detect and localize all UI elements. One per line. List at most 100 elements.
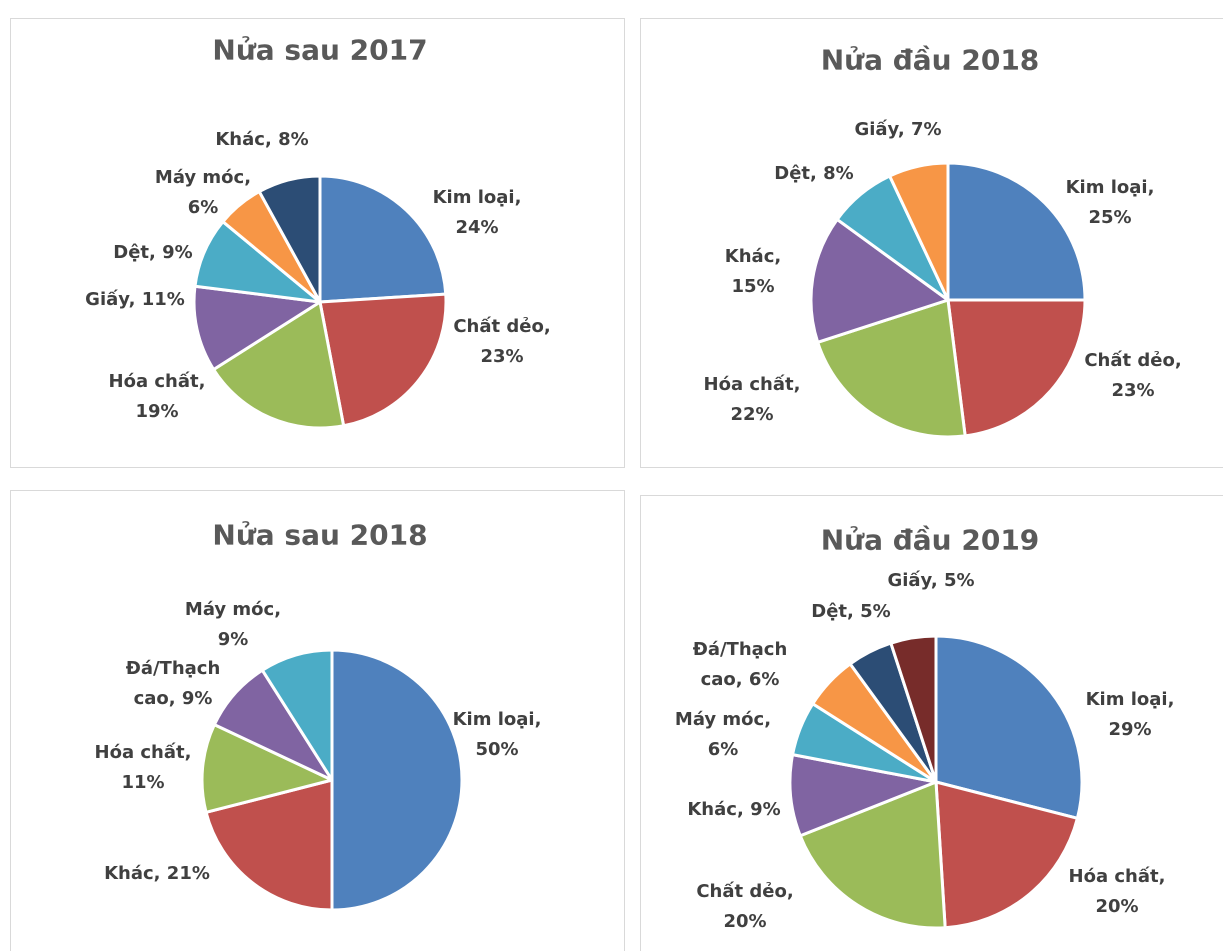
label-category: Máy móc, [154,167,252,188]
label-value: 23% [480,346,524,367]
pie-slice [788,753,938,838]
label-value: 9% [217,629,249,650]
pie-slice [888,161,950,302]
data-label: Hóa chất, 20% [1067,862,1167,922]
data-label: Chất dẻo, 20% [695,877,795,937]
label-value: 22% [730,404,774,425]
pie-slice [330,648,464,912]
pie-slice [257,174,322,304]
label-category: Dệt, [811,601,854,622]
data-label: Máy móc, 6% [673,705,773,765]
data-label: Đá/Thạch cao, 6% [693,635,788,695]
pie-slice [192,284,322,372]
data-label: Giấy, 7% [838,115,958,145]
label-category: Hóa chất, [94,742,192,763]
label-value: 24% [455,217,499,238]
data-label: Khác, 9% [679,795,789,825]
label-value: 15% [731,276,775,297]
label-value: 11% [121,772,165,793]
label-value: 5% [860,601,891,622]
pie-slice [212,300,346,430]
label-category: Đá/Thạch cao, [125,658,221,709]
label-value: 19% [135,401,179,422]
pie-slice [946,161,1087,302]
label-value: 9% [181,688,213,709]
data-label: Dệt, 8% [759,159,869,189]
pie-slice [798,780,947,930]
label-category: Dệt, [774,163,817,184]
chart-title: Nửa sau 2017 [212,33,428,67]
data-label: Máy móc, 9% [183,595,283,655]
data-label: Khác, 8% [197,125,327,155]
label-value: 25% [1088,207,1132,228]
label-category: Hóa chất, [703,374,801,395]
data-label: Kim loại, 29% [1080,685,1180,745]
label-category: Khác, [215,129,272,150]
pie-slice [946,298,1087,438]
label-value: 9% [162,242,193,263]
pie-slice [934,780,1079,930]
data-label: Khác, 15% [718,242,788,302]
label-category: Chất dẻo, [696,881,794,902]
label-category: Hóa chất, [1068,866,1166,887]
label-value: 11% [141,289,185,310]
label-category: Máy móc, [674,709,772,730]
pie-slice [204,778,334,912]
label-category: Khác, [687,799,744,820]
label-value: 6% [707,739,739,760]
pie-slice [318,174,448,304]
data-label: Máy móc, 6% [153,163,253,223]
label-category: Giấy, [854,119,905,140]
data-label: Khác, 21% [92,859,222,889]
label-category: Giấy, [85,289,136,310]
label-value: 8% [823,163,854,184]
label-value: 21% [166,863,210,884]
label-category: Hóa chất, [108,371,206,392]
label-category: Kim loại, [452,709,542,730]
label-category: Khác, [104,863,161,884]
label-value: 8% [278,129,309,150]
label-value: 23% [1111,380,1155,401]
label-value: 50% [475,739,519,760]
data-label: Dệt, 5% [796,597,906,627]
pie-slice [816,298,967,439]
label-category: Dệt, [113,242,156,263]
label-value: 7% [910,119,942,140]
data-label: Hóa chất, 11% [93,738,193,798]
data-label: Hóa chất, 22% [702,370,802,430]
data-label: Giấy, 5% [871,566,991,596]
data-label: Kim loại, 25% [1060,173,1160,233]
pie-slice [200,723,334,814]
label-value: 29% [1108,719,1152,740]
label-value: 20% [1095,896,1139,917]
data-label: Giấy, 11% [70,285,200,315]
label-category: Máy móc, [184,599,282,620]
data-label: Chất dẻo, 23% [1083,346,1183,406]
data-label: Chất dẻo, 23% [452,312,552,372]
label-value: 20% [723,911,767,932]
label-category: Kim loại, [1065,177,1155,198]
data-label: Đá/Thạch cao, 9% [126,654,221,714]
data-label: Kim loại, 50% [447,705,547,765]
chart-title: Nửa đầu 2018 [820,43,1040,77]
chart-title: Nửa sau 2018 [212,518,428,552]
pie-slice [809,217,950,344]
label-value: 6% [748,669,780,690]
data-label: Dệt, 9% [98,238,208,268]
label-category: Đá/Thạch cao, [692,639,788,690]
label-category: Kim loại, [432,187,522,208]
data-label: Kim loại, 24% [432,183,522,243]
chart-title: Nửa đầu 2019 [820,523,1040,557]
label-value: 9% [750,799,781,820]
label-value: 6% [187,197,219,218]
label-category: Chất dẻo, [1084,350,1182,371]
data-label: Hóa chất, 19% [107,367,207,427]
label-value: 5% [943,570,975,591]
label-category: Chất dẻo, [453,316,551,337]
label-category: Kim loại, [1085,689,1175,710]
pie-slice [318,292,448,428]
pie-slice [889,634,938,784]
label-category: Giấy, [887,570,938,591]
